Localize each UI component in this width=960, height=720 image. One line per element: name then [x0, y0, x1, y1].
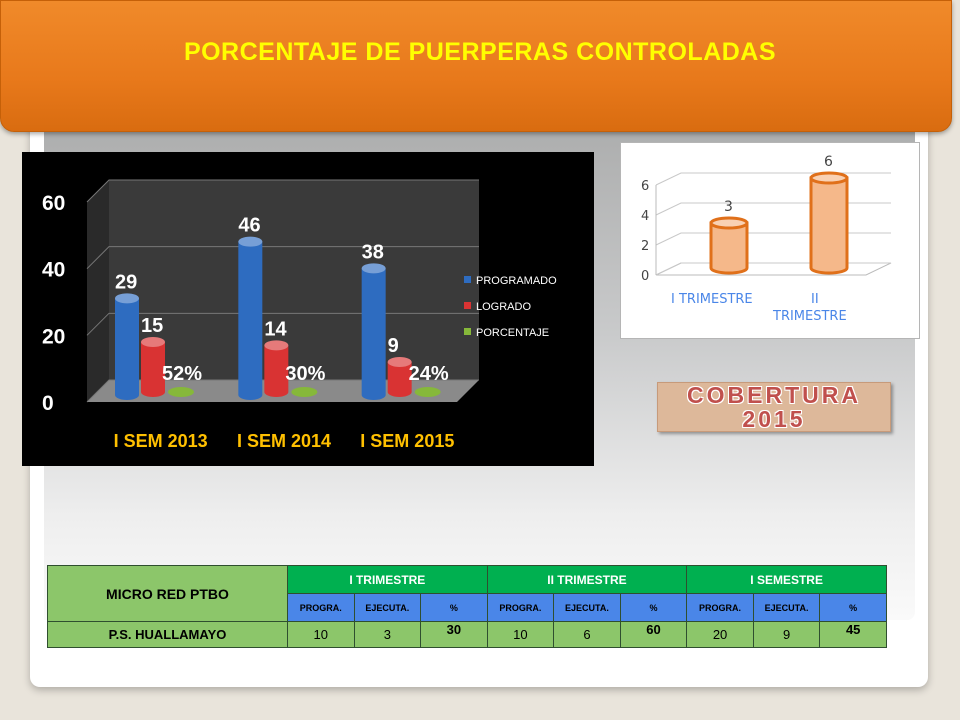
bar-top: [115, 293, 139, 304]
subheader-percent: %: [420, 593, 488, 622]
bar-logrado: [264, 340, 289, 397]
data-label: 29: [115, 271, 137, 293]
legend-label: PORCENTAJE: [476, 327, 549, 339]
gridline: [86, 312, 479, 336]
bar-logrado: [387, 357, 412, 397]
cobertura-badge: COBERTURA 2015: [657, 382, 891, 432]
table-cell: 45: [819, 621, 887, 648]
bar-body: [141, 342, 165, 397]
bar-porcentaje: [168, 387, 194, 397]
bar-top: [809, 171, 849, 185]
percent-label: 52%: [162, 363, 202, 385]
bar-porcentaje: [414, 387, 441, 397]
x-tick-label: I SEM 2013: [114, 431, 208, 451]
y-tick-label: 0: [641, 269, 649, 284]
bar-body: [115, 298, 139, 400]
subheader-ejecuta: EJECUTA.: [353, 593, 422, 622]
bar-top: [709, 216, 749, 230]
x-tick-label: I TRIMESTRE: [671, 292, 753, 307]
legend-label: PROGRAMADO: [476, 275, 557, 287]
bar-programado: [238, 236, 263, 401]
subheader-progra: PROGRA.: [287, 593, 355, 622]
table-row: P.S. HUALLAMAYO 10 3 30 10 6 60 20 9 45: [47, 621, 887, 648]
coverage-table: MICRO RED PTBO I TRIMESTRE II TRIMESTRE …: [47, 565, 887, 648]
legend-swatch: [464, 302, 471, 309]
y-tick-label: 0: [42, 392, 54, 415]
group-header: II TRIMESTRE: [486, 565, 688, 594]
bar-body: [264, 345, 289, 397]
legend-label: LOGRADO: [476, 301, 531, 313]
table-cell: 9: [752, 621, 821, 648]
y-tick-label: 20: [42, 325, 65, 348]
bar-top: [238, 236, 263, 247]
data-label: 9: [388, 335, 399, 357]
legend-swatch: [464, 328, 471, 335]
percent-label: 24%: [409, 363, 449, 385]
legend-swatch: [464, 276, 471, 283]
title-banner: [0, 0, 952, 132]
x-tick-label: II TRIMESTRE: [772, 292, 847, 324]
percent-label: 30%: [285, 363, 325, 385]
table-cell: 6: [553, 621, 621, 648]
trimester-bar-chart: 0 2 4 6 3 6 I TRIMESTRE II TRIMESTRE: [620, 142, 920, 339]
data-label: 46: [238, 215, 260, 237]
bar-top: [387, 357, 412, 367]
y-tick-label: 4: [641, 209, 649, 224]
bar-programado: [115, 293, 139, 400]
bar-top: [264, 340, 289, 351]
y-tick-label: 6: [641, 179, 649, 194]
bar-body: [238, 241, 263, 401]
data-label: 38: [362, 241, 384, 263]
row-name: P.S. HUALLAMAYO: [47, 621, 288, 648]
data-label: 14: [264, 318, 287, 340]
table-cell: 30: [420, 621, 488, 648]
subheader-ejecuta: EJECUTA.: [553, 593, 621, 622]
gridline: [655, 262, 891, 276]
group-header: I SEMESTRE: [686, 565, 887, 594]
gridline: [86, 246, 479, 270]
x-tick-label: I SEM 2015: [360, 431, 454, 451]
page-title: PORCENTAJE DE PUERPERAS CONTROLADAS: [183, 38, 777, 66]
gridline: [655, 202, 891, 216]
table-cell: 10: [486, 621, 555, 648]
subheader-ejecuta: EJECUTA.: [752, 593, 821, 622]
y-tick-label: 40: [42, 259, 65, 282]
gridline: [86, 179, 479, 203]
data-label: 15: [141, 315, 163, 337]
bar-body: [361, 268, 386, 401]
y-tick-label: 2: [641, 239, 649, 254]
x-tick-label: I SEM 2014: [237, 431, 331, 451]
subheader-percent: %: [619, 593, 688, 622]
bar-top: [141, 337, 165, 347]
gridline: [86, 379, 479, 403]
data-label: 3: [724, 199, 733, 215]
table-cell: 20: [686, 621, 754, 648]
data-label: 6: [824, 154, 833, 170]
subheader-progra: PROGRA.: [486, 593, 555, 622]
subheader-percent: %: [819, 593, 887, 622]
bar-porcentaje: [291, 387, 318, 397]
bar-top: [361, 263, 386, 274]
bar-logrado: [141, 337, 165, 397]
table-corner-header: MICRO RED PTBO: [47, 565, 288, 622]
table-cell: 3: [353, 621, 422, 648]
bar-trimestre: [709, 216, 749, 275]
bar-trimestre: [809, 171, 849, 275]
chart-floor: [655, 262, 892, 276]
gridline: [655, 232, 891, 246]
chart-back-wall: [109, 180, 479, 380]
bar-programado: [361, 263, 386, 401]
gridline: [655, 172, 891, 186]
bar-body: [709, 221, 749, 275]
group-header: I TRIMESTRE: [287, 565, 488, 594]
bar-body: [809, 176, 849, 275]
bar-body: [387, 362, 412, 397]
y-tick-label: 60: [42, 192, 65, 215]
subheader-progra: PROGRA.: [686, 593, 754, 622]
table-cell: 60: [619, 621, 688, 648]
chart-side-wall: [87, 180, 109, 402]
table-cell: 10: [287, 621, 355, 648]
